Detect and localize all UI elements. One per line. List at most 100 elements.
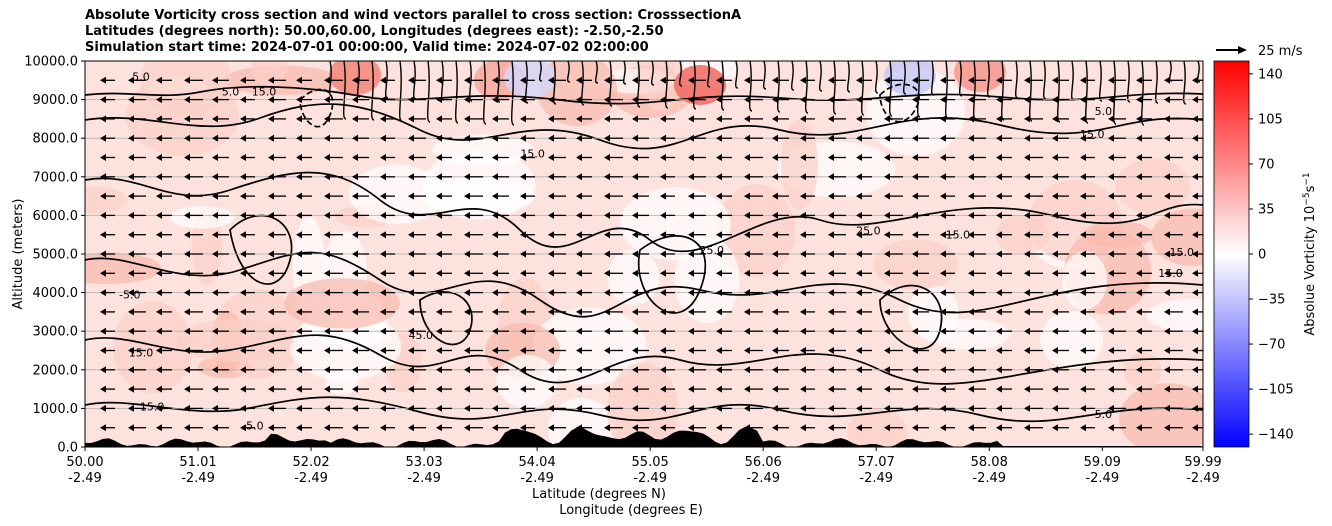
wind-vectors bbox=[100, 76, 1203, 432]
wind-vector-head bbox=[268, 424, 274, 432]
contour-streak bbox=[805, 61, 809, 114]
wind-vector-head bbox=[492, 211, 498, 219]
x-tick-label-lon: -2.49 bbox=[181, 471, 215, 486]
x-axis-label-latitude: Latitude (degrees N) bbox=[532, 487, 666, 502]
wind-vector-head bbox=[576, 404, 582, 412]
wind-vector-head bbox=[1108, 250, 1114, 258]
wind-vector-head bbox=[548, 192, 554, 200]
contour-streak bbox=[693, 61, 697, 110]
wind-vector-head bbox=[408, 115, 414, 123]
contour-streak bbox=[721, 61, 725, 111]
wind-vector-head bbox=[968, 173, 974, 181]
wind-vector-head bbox=[548, 385, 554, 393]
wind-vector-head bbox=[324, 76, 330, 84]
contour-streak bbox=[469, 61, 473, 102]
contour-line bbox=[85, 85, 1203, 105]
wind-vector-head bbox=[968, 289, 974, 297]
wind-vector-head bbox=[632, 192, 638, 200]
wind-vector-head bbox=[100, 211, 106, 219]
wind-vector-head bbox=[408, 250, 414, 258]
wind-vector-head bbox=[1164, 134, 1170, 142]
wind-vector-head bbox=[380, 134, 386, 142]
wind-vector-head bbox=[772, 289, 778, 297]
wind-vector-head bbox=[184, 347, 190, 354]
vorticity-patch bbox=[1039, 310, 1104, 369]
contour-streak bbox=[1141, 61, 1145, 126]
wind-vector-head bbox=[268, 115, 274, 123]
wind-vector-head bbox=[212, 269, 218, 277]
wind-vector-head bbox=[912, 211, 918, 219]
wind-vector-head bbox=[352, 289, 358, 297]
wind-vector-head bbox=[352, 173, 358, 181]
wind-vector-head bbox=[1080, 250, 1086, 258]
wind-vector-head bbox=[492, 96, 498, 104]
y-tick-label: 5000.0 bbox=[33, 248, 79, 263]
contour-label: 45.0 bbox=[408, 329, 433, 342]
wind-vector-head bbox=[156, 327, 162, 335]
wind-vector-head bbox=[688, 347, 694, 354]
wind-vector-head bbox=[128, 76, 134, 84]
x-tick-label-lat: 50.00 bbox=[66, 455, 103, 470]
wind-vector-head bbox=[212, 424, 218, 432]
wind-vector-head bbox=[464, 424, 470, 432]
wind-vector-head bbox=[408, 134, 414, 142]
colorbar: 140 105 70 35 0 −35 −70 −105 −140 Absolue Vortic… bbox=[1213, 60, 1318, 448]
y-tick-label: 10000.0 bbox=[24, 55, 78, 70]
wind-vector-head bbox=[1136, 308, 1142, 316]
contour-streak bbox=[679, 61, 683, 87]
wind-vector-head bbox=[1024, 76, 1030, 84]
wind-vector-head bbox=[800, 231, 806, 239]
wind-vector-head bbox=[856, 134, 862, 142]
wind-vector-head bbox=[296, 347, 302, 354]
wind-vector-head bbox=[968, 327, 974, 335]
wind-vector-head bbox=[856, 154, 862, 161]
wind-vector-head bbox=[604, 404, 610, 412]
wind-vector-head bbox=[548, 96, 554, 104]
contour-streak bbox=[861, 61, 865, 116]
wind-vector-head bbox=[100, 76, 106, 84]
wind-vector-head bbox=[632, 211, 638, 219]
wind-vector-head bbox=[940, 231, 946, 239]
vorticity-patch bbox=[873, 239, 959, 290]
wind-vector-head bbox=[548, 154, 554, 161]
wind-vector-head bbox=[128, 308, 134, 316]
wind-vector-head bbox=[968, 308, 974, 316]
wind-vector-head bbox=[884, 231, 890, 239]
wind-vector-head bbox=[156, 269, 162, 277]
wind-vector-head bbox=[576, 134, 582, 142]
wind-vector-head bbox=[744, 231, 750, 239]
wind-vector-head bbox=[436, 327, 442, 335]
wind-vector-head bbox=[408, 289, 414, 297]
contour-label: 15.0 bbox=[140, 400, 165, 413]
contour-label: 5.0 bbox=[132, 70, 150, 83]
y-tick-label: 8000.0 bbox=[33, 132, 79, 147]
wind-vector-head bbox=[548, 347, 554, 354]
wind-vector-head bbox=[268, 385, 274, 393]
wind-vector-head bbox=[492, 366, 498, 374]
contour-streak bbox=[525, 61, 529, 104]
wind-vector-head bbox=[1136, 424, 1142, 432]
wind-vector-head bbox=[772, 173, 778, 181]
contour-label: 15.0 bbox=[252, 86, 277, 99]
wind-vector-head bbox=[128, 154, 134, 161]
wind-vector-head bbox=[828, 289, 834, 297]
vorticity-patch bbox=[1146, 298, 1203, 333]
wind-vector-head bbox=[408, 347, 414, 354]
wind-vector-head bbox=[296, 115, 302, 123]
vorticity-patch bbox=[496, 354, 558, 409]
wind-vector-head bbox=[660, 231, 666, 239]
wind-vector-head bbox=[856, 96, 862, 104]
wind-vector-head bbox=[1192, 192, 1198, 200]
wind-vector-head bbox=[1080, 289, 1086, 297]
wind-vector-head bbox=[156, 96, 162, 104]
wind-vector-head bbox=[1024, 308, 1030, 316]
wind-vector-head bbox=[828, 115, 834, 123]
wind-vector-head bbox=[968, 385, 974, 393]
wind-vector-head bbox=[716, 385, 722, 393]
y-tick-label: 7000.0 bbox=[33, 170, 79, 185]
wind-vector-head bbox=[492, 250, 498, 258]
wind-vector-head bbox=[744, 385, 750, 393]
wind-vector-head bbox=[716, 347, 722, 354]
wind-vector-head bbox=[940, 347, 946, 354]
wind-vector-head bbox=[268, 269, 274, 277]
